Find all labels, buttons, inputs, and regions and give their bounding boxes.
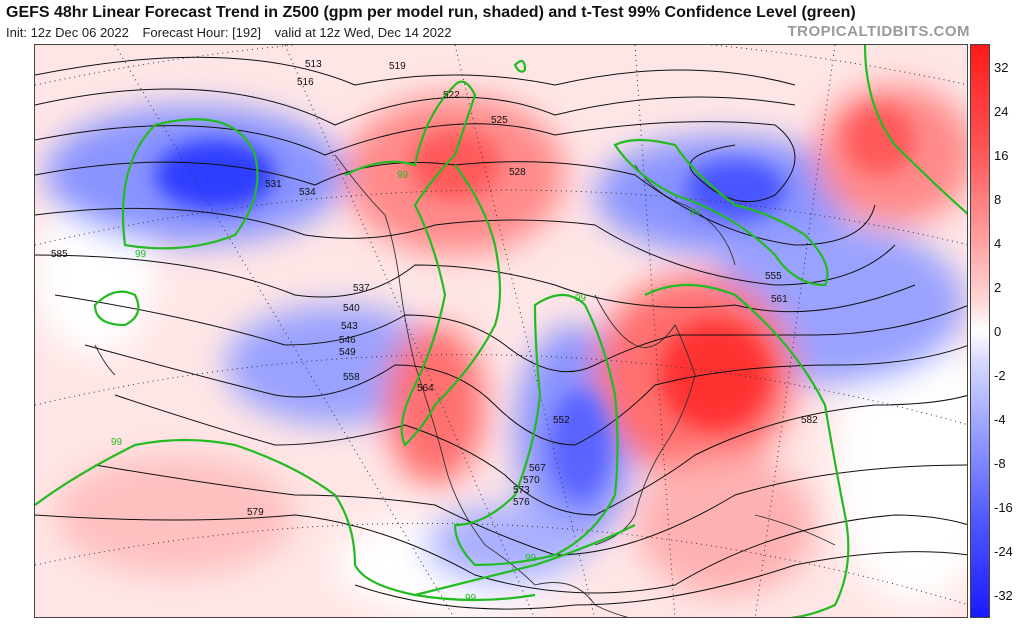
- contour-label-525: 525: [491, 115, 508, 126]
- colorbar-tick: -16: [994, 500, 1013, 515]
- contour-label-519: 519: [389, 61, 406, 72]
- colorbar-tick: -2: [994, 368, 1006, 383]
- brand-watermark: TROPICALTIDBITS.COM: [787, 23, 970, 40]
- contour-label-585: 585: [51, 249, 68, 260]
- confidence-label: 99: [135, 249, 147, 260]
- coastlines: [94, 154, 836, 617]
- colorbar-tick: -8: [994, 456, 1006, 471]
- footer-space: [0, 618, 1024, 638]
- contour-labels: 513 516 519 522 525 528 531 534 537 540 …: [51, 59, 818, 518]
- header-bar: GEFS 48hr Linear Forecast Trend in Z500 …: [0, 0, 1024, 44]
- colorbar-tick: 32: [994, 60, 1009, 75]
- confidence-label: 99: [689, 207, 701, 218]
- confidence-labels: 99 99 99 99 99 99 99: [111, 170, 701, 604]
- colorbar-tick: -4: [994, 412, 1006, 427]
- colorbar-tick: 16: [994, 148, 1009, 163]
- colorbar: [970, 44, 990, 618]
- height-contours: [35, 56, 967, 610]
- shading-neutral: [835, 325, 967, 605]
- contour-label-558: 558: [343, 372, 360, 383]
- forecast-hour: Forecast Hour: [192]: [142, 25, 261, 40]
- colorbar-tick: 24: [994, 104, 1009, 119]
- contour-label-534: 534: [299, 187, 316, 198]
- contour-label-552: 552: [553, 415, 570, 426]
- contour-label-555: 555: [765, 271, 782, 282]
- contour-label-531: 531: [265, 179, 282, 190]
- contour-label-582: 582: [801, 415, 818, 426]
- contour-label-537: 537: [353, 283, 370, 294]
- shading-negative-core: [155, 140, 275, 210]
- map-title: GEFS 48hr Linear Forecast Trend in Z500 …: [6, 4, 856, 21]
- shading-positive-core: [845, 105, 915, 175]
- contour-label-570: 570: [523, 475, 540, 486]
- contour-label-567: 567: [529, 463, 546, 474]
- colorbar-tick: 0: [994, 324, 1002, 339]
- contour-label-543: 543: [341, 321, 358, 332]
- confidence-label: 99: [575, 293, 587, 304]
- contour-label-561: 561: [771, 294, 788, 305]
- confidence-label: 99: [111, 437, 123, 448]
- contour-label-516: 516: [297, 77, 314, 88]
- contour-label-528: 528: [509, 167, 526, 178]
- contour-label-573: 573: [513, 485, 530, 496]
- contour-label-549: 549: [339, 347, 356, 358]
- shading-positive: [635, 455, 815, 595]
- shading-positive-core: [660, 320, 770, 430]
- map-canvas: 513 516 519 522 525 528 531 534 537 540 …: [35, 45, 967, 617]
- contour-label-564: 564: [417, 383, 434, 394]
- contour-label-576: 576: [513, 497, 530, 508]
- confidence-label: 99: [465, 593, 477, 604]
- valid-time: valid at 12z Wed, Dec 14 2022: [274, 25, 452, 40]
- contour-label-513: 513: [305, 59, 322, 70]
- colorbar-tick: 8: [994, 192, 1002, 207]
- shading-negative-core: [685, 160, 785, 220]
- contour-label-579: 579: [247, 507, 264, 518]
- confidence-label: 99: [525, 553, 537, 564]
- contour-label-522: 522: [443, 90, 460, 101]
- colorbar-tick: -32: [994, 588, 1013, 603]
- contour-label-546: 546: [339, 335, 356, 346]
- init-time: Init: 12z Dec 06 2022: [6, 25, 129, 40]
- confidence-contours: [35, 45, 967, 617]
- colorbar-gradient: [971, 45, 989, 617]
- colorbar-tick: 4: [994, 236, 1002, 251]
- shading-negative-core: [550, 390, 610, 500]
- shading-positive: [55, 455, 295, 575]
- forecast-map: 513 516 519 522 525 528 531 534 537 540 …: [34, 44, 968, 618]
- colorbar-tick: 2: [994, 280, 1002, 295]
- colorbar-tick: -24: [994, 544, 1013, 559]
- confidence-label: 99: [397, 170, 409, 181]
- contour-label-540: 540: [343, 303, 360, 314]
- map-subtitle: Init: 12z Dec 06 2022 Forecast Hour: [19…: [6, 25, 461, 40]
